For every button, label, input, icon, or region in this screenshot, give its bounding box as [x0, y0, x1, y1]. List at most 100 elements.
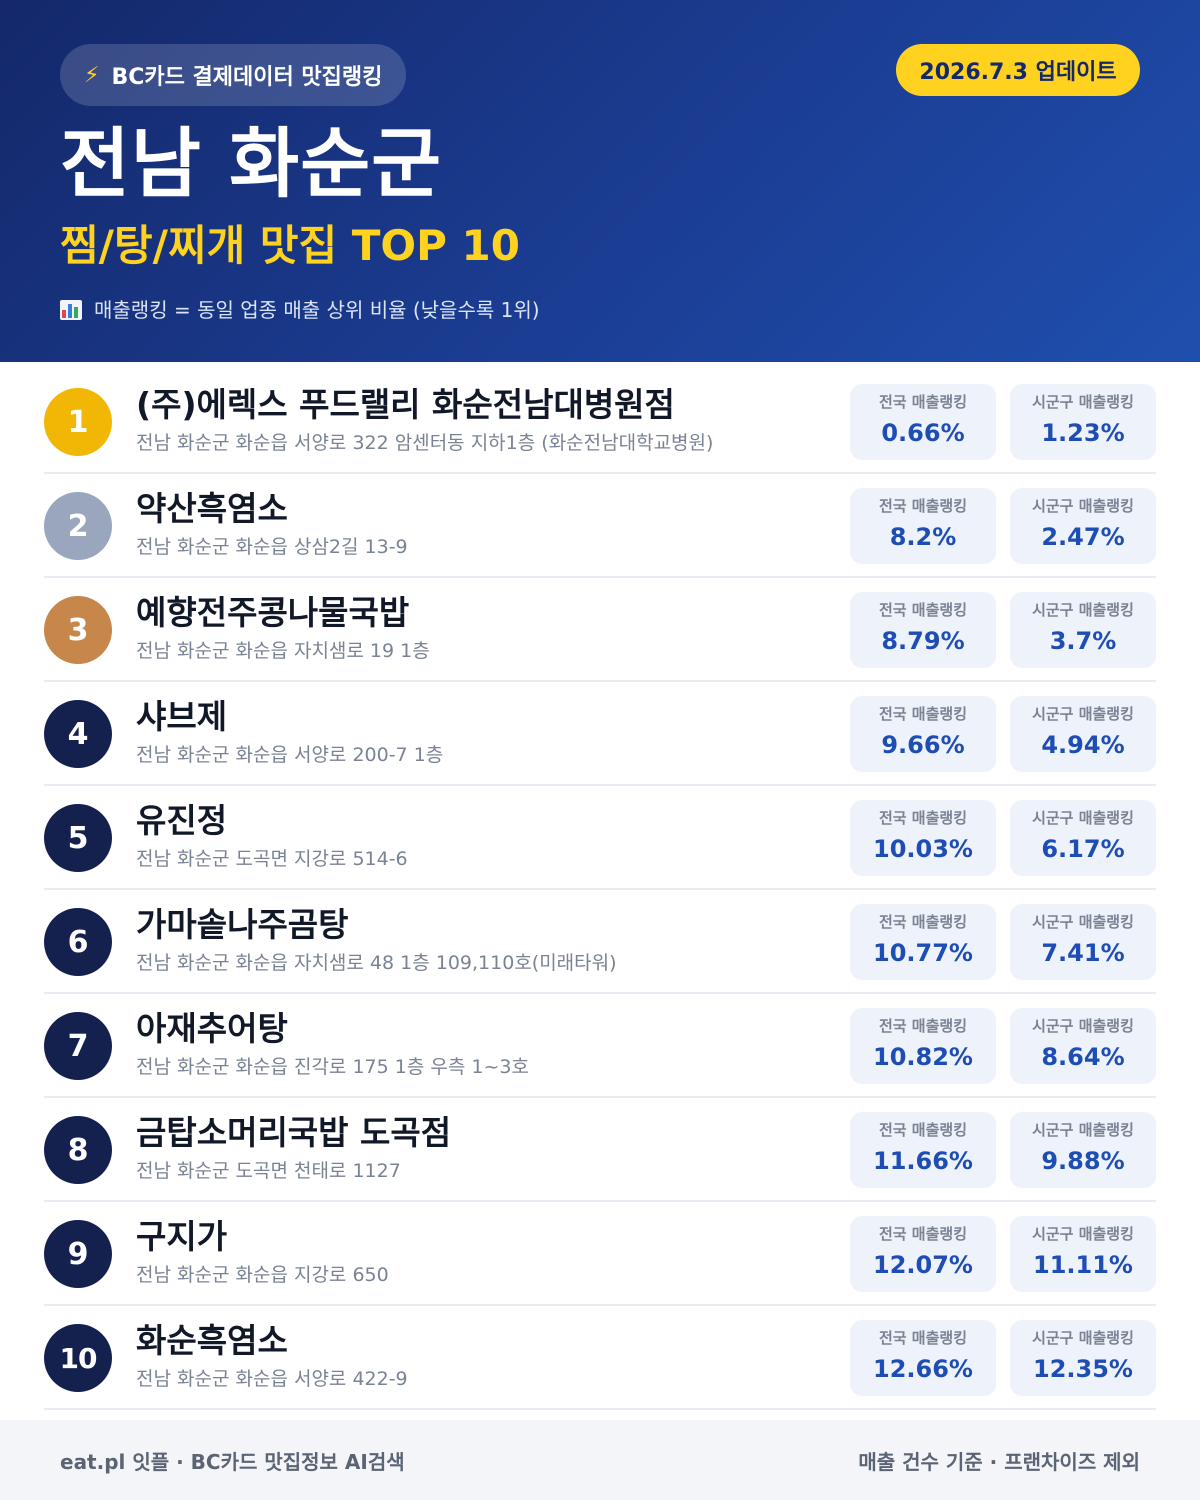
- national-ranking-card: 전국 매출랭킹 12.66%: [850, 1320, 996, 1396]
- local-ranking-card: 시군구 매출랭킹 9.88%: [1010, 1112, 1156, 1188]
- national-ranking-label: 전국 매출랭킹: [878, 1017, 968, 1035]
- local-ranking-label: 시군구 매출랭킹: [1032, 913, 1134, 931]
- local-ranking-value: 4.94%: [1041, 731, 1125, 759]
- ranking-note: 매출랭킹 = 동일 업종 매출 상위 비율 (낮을수록 1위): [60, 294, 540, 326]
- rank-badge: 10: [44, 1324, 112, 1392]
- local-ranking-label: 시군구 매출랭킹: [1032, 601, 1134, 619]
- bar-chart-icon: [60, 300, 82, 320]
- restaurant-name[interactable]: 아재추어탕: [136, 1009, 288, 1048]
- restaurant-name[interactable]: (주)에렉스 푸드랠리 화순전남대병원점: [136, 385, 675, 424]
- national-ranking-label: 전국 매출랭킹: [878, 497, 968, 515]
- local-ranking-card: 시군구 매출랭킹 12.35%: [1010, 1320, 1156, 1396]
- national-ranking-label: 전국 매출랭킹: [878, 1121, 968, 1139]
- local-ranking-card: 시군구 매출랭킹 3.7%: [1010, 592, 1156, 668]
- local-ranking-card: 시군구 매출랭킹 2.47%: [1010, 488, 1156, 564]
- rank-badge: 5: [44, 804, 112, 872]
- national-ranking-label: 전국 매출랭킹: [878, 913, 968, 931]
- national-ranking-card: 전국 매출랭킹 11.66%: [850, 1112, 996, 1188]
- local-ranking-label: 시군구 매출랭킹: [1032, 1225, 1134, 1243]
- restaurant-address: 전남 화순군 화순읍 지강로 650: [136, 1264, 389, 1286]
- rank-badge: 4: [44, 700, 112, 768]
- national-ranking-label: 전국 매출랭킹: [878, 705, 968, 723]
- ranking-note-text: 매출랭킹 = 동일 업종 매출 상위 비율 (낮을수록 1위): [94, 298, 540, 322]
- restaurant-address: 전남 화순군 화순읍 자치샘로 48 1층 109,110호(미래타워): [136, 952, 617, 974]
- restaurant-address: 전남 화순군 도곡면 지강로 514-6: [136, 848, 408, 870]
- local-ranking-label: 시군구 매출랭킹: [1032, 1329, 1134, 1347]
- restaurant-name[interactable]: 금탑소머리국밥 도곡점: [136, 1113, 452, 1152]
- rank-badge: 8: [44, 1116, 112, 1184]
- rank-badge: 9: [44, 1220, 112, 1288]
- national-ranking-value: 0.66%: [881, 419, 965, 447]
- restaurant-name[interactable]: 가마솥나주곰탕: [136, 905, 349, 944]
- header-banner: ⚡ BC카드 결제데이터 맛집랭킹 2026.7.3 업데이트 전남 화순군 찜…: [0, 0, 1200, 362]
- local-ranking-value: 8.64%: [1041, 1043, 1125, 1071]
- national-ranking-value: 12.66%: [873, 1355, 973, 1383]
- national-ranking-value: 9.66%: [881, 731, 965, 759]
- local-ranking-value: 11.11%: [1033, 1251, 1133, 1279]
- national-ranking-label: 전국 매출랭킹: [878, 1329, 968, 1347]
- source-label: BC카드 결제데이터 맛집랭킹: [111, 65, 383, 90]
- national-ranking-card: 전국 매출랭킹 10.82%: [850, 1008, 996, 1084]
- list-item[interactable]: 9 구지가 전남 화순군 화순읍 지강로 650 전국 매출랭킹 12.07% 시군구 매…: [44, 1202, 1156, 1306]
- restaurant-address: 전남 화순군 화순읍 서양로 200-7 1층: [136, 744, 444, 766]
- local-ranking-card: 시군구 매출랭킹 11.11%: [1010, 1216, 1156, 1292]
- lightning-icon: ⚡: [84, 62, 100, 88]
- local-ranking-card: 시군구 매출랭킹 7.41%: [1010, 904, 1156, 980]
- local-ranking-label: 시군구 매출랭킹: [1032, 809, 1134, 827]
- footer-criteria: 매출 건수 기준 · 프랜차이즈 제외: [858, 1449, 1140, 1474]
- restaurant-address: 전남 화순군 화순읍 서양로 322 암센터동 지하1층 (화순전남대학교병원): [136, 432, 714, 454]
- national-ranking-card: 전국 매출랭킹 8.79%: [850, 592, 996, 668]
- local-ranking-card: 시군구 매출랭킹 6.17%: [1010, 800, 1156, 876]
- list-item[interactable]: 3 예향전주콩나물국밥 전남 화순군 화순읍 자치샘로 19 1층 전국 매출랭킹 8.…: [44, 578, 1156, 682]
- list-item[interactable]: 5 유진정 전남 화순군 도곡면 지강로 514-6 전국 매출랭킹 10.03% 시군구…: [44, 786, 1156, 890]
- national-ranking-card: 전국 매출랭킹 8.2%: [850, 488, 996, 564]
- national-ranking-card: 전국 매출랭킹 10.03%: [850, 800, 996, 876]
- restaurant-address: 전남 화순군 화순읍 서양로 422-9: [136, 1368, 408, 1390]
- rank-badge: 6: [44, 908, 112, 976]
- rank-badge: 1: [44, 388, 112, 456]
- restaurant-address: 전남 화순군 도곡면 천태로 1127: [136, 1160, 401, 1182]
- restaurant-address: 전남 화순군 화순읍 자치샘로 19 1층: [136, 640, 430, 662]
- national-ranking-card: 전국 매출랭킹 9.66%: [850, 696, 996, 772]
- local-ranking-card: 시군구 매출랭킹 4.94%: [1010, 696, 1156, 772]
- national-ranking-card: 전국 매출랭킹 10.77%: [850, 904, 996, 980]
- local-ranking-card: 시군구 매출랭킹 8.64%: [1010, 1008, 1156, 1084]
- rank-badge: 2: [44, 492, 112, 560]
- national-ranking-value: 11.66%: [873, 1147, 973, 1175]
- restaurant-name[interactable]: 구지가: [136, 1217, 228, 1256]
- restaurant-name[interactable]: 예향전주콩나물국밥: [136, 593, 410, 632]
- national-ranking-label: 전국 매출랭킹: [878, 393, 968, 411]
- local-ranking-value: 1.23%: [1041, 419, 1125, 447]
- region-title: 전남 화순군: [60, 119, 443, 208]
- local-ranking-card: 시군구 매출랭킹 1.23%: [1010, 384, 1156, 460]
- national-ranking-card: 전국 매출랭킹 12.07%: [850, 1216, 996, 1292]
- local-ranking-value: 9.88%: [1041, 1147, 1125, 1175]
- national-ranking-value: 10.82%: [873, 1043, 973, 1071]
- restaurant-name[interactable]: 약산흑염소: [136, 489, 288, 528]
- local-ranking-label: 시군구 매출랭킹: [1032, 1121, 1134, 1139]
- list-item[interactable]: 7 아재추어탕 전남 화순군 화순읍 진각로 175 1층 우측 1~3호 전국 매출…: [44, 994, 1156, 1098]
- restaurant-name[interactable]: 샤브제: [136, 697, 228, 736]
- restaurant-address: 전남 화순군 화순읍 진각로 175 1층 우측 1~3호: [136, 1056, 529, 1078]
- local-ranking-value: 12.35%: [1033, 1355, 1133, 1383]
- national-ranking-value: 10.77%: [873, 939, 973, 967]
- restaurant-address: 전남 화순군 화순읍 상삼2길 13-9: [136, 536, 408, 558]
- footer: eat.pl 잇플 · BC카드 맛집정보 AI검색 매출 건수 기준 · 프랜…: [0, 1420, 1200, 1500]
- national-ranking-card: 전국 매출랭킹 0.66%: [850, 384, 996, 460]
- local-ranking-value: 6.17%: [1041, 835, 1125, 863]
- local-ranking-label: 시군구 매출랭킹: [1032, 1017, 1134, 1035]
- source-pill: ⚡ BC카드 결제데이터 맛집랭킹: [60, 44, 407, 106]
- restaurant-name[interactable]: 화순흑염소: [136, 1321, 288, 1360]
- local-ranking-label: 시군구 매출랭킹: [1032, 705, 1134, 723]
- restaurant-name[interactable]: 유진정: [136, 801, 228, 840]
- footer-source: eat.pl 잇플 · BC카드 맛집정보 AI검색: [60, 1449, 405, 1474]
- national-ranking-value: 8.2%: [889, 523, 957, 551]
- local-ranking-value: 3.7%: [1049, 627, 1117, 655]
